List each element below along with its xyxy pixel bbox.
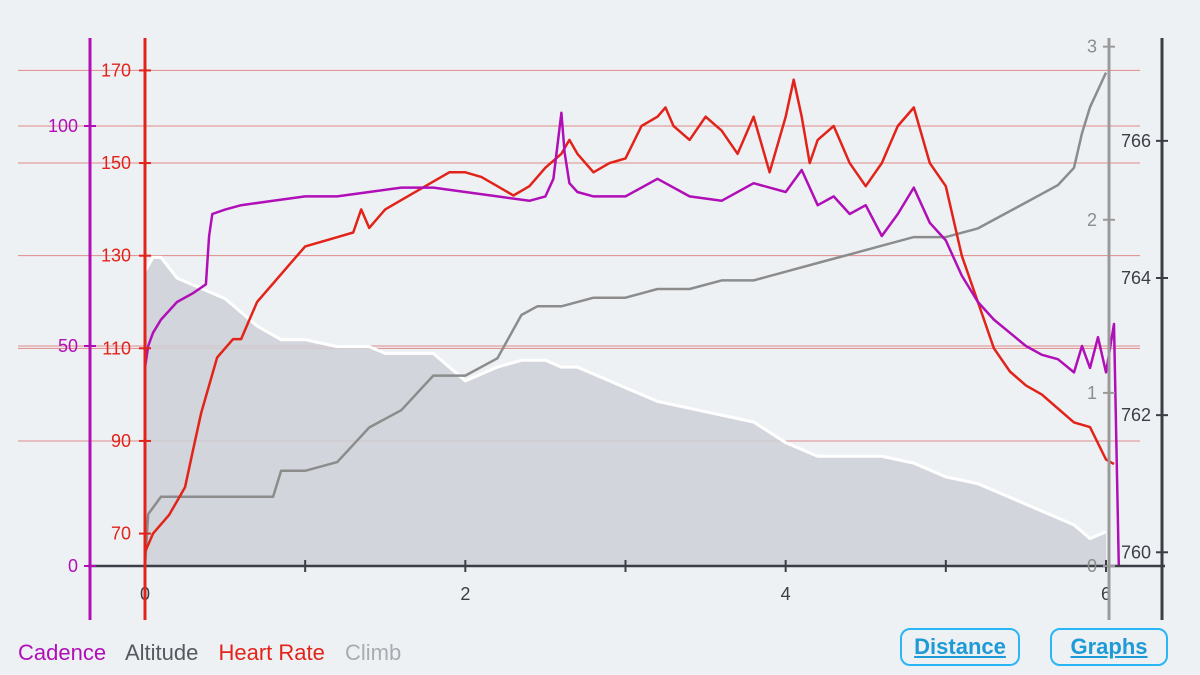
legend-cadence: Cadence <box>18 640 107 665</box>
x-tick-label: 2 <box>460 584 470 604</box>
altitude-line <box>143 72 1108 567</box>
x-tick-label: 4 <box>781 584 791 604</box>
axes: 0246050100709011013015017001237607627647… <box>48 37 1168 620</box>
altitude-tick-label: 1 <box>1087 383 1097 403</box>
cadence-tick-label: 100 <box>48 116 78 136</box>
legend-heart-rate: Heart Rate <box>218 640 325 665</box>
altitude-tick-label: 0 <box>1087 556 1097 576</box>
climb-tick-label: 762 <box>1121 405 1151 425</box>
legend: Cadence Altitude Heart Rate Climb <box>18 640 415 666</box>
heart-rate-tick-label: 70 <box>111 524 131 544</box>
cadence-tick-label: 0 <box>68 556 78 576</box>
heart-rate-tick-label: 130 <box>101 246 131 266</box>
x-tick-label: 6 <box>1101 584 1111 604</box>
distance-button[interactable]: Distance <box>900 628 1020 666</box>
climb-tick-label: 766 <box>1121 131 1151 151</box>
graphs-button[interactable]: Graphs <box>1050 628 1168 666</box>
series-lines <box>143 72 1121 567</box>
climb-tick-label: 764 <box>1121 268 1151 288</box>
heart-rate-tick-label: 150 <box>101 153 131 173</box>
legend-climb: Climb <box>345 640 402 665</box>
cadence-line <box>143 111 1121 567</box>
altitude-tick-label: 2 <box>1087 210 1097 230</box>
climb-line <box>143 255 1107 541</box>
altitude-tick-label: 3 <box>1087 37 1097 57</box>
heart-rate-tick-label: 110 <box>102 338 131 358</box>
climb-tick-label: 760 <box>1121 542 1151 562</box>
heart-rate-tick-label: 90 <box>111 431 131 451</box>
heart-rate-tick-label: 170 <box>101 60 131 80</box>
legend-altitude: Altitude <box>124 640 199 665</box>
climb-area <box>145 257 1106 566</box>
heart-rate-line <box>143 78 1115 553</box>
cadence-tick-label: 50 <box>58 336 78 356</box>
